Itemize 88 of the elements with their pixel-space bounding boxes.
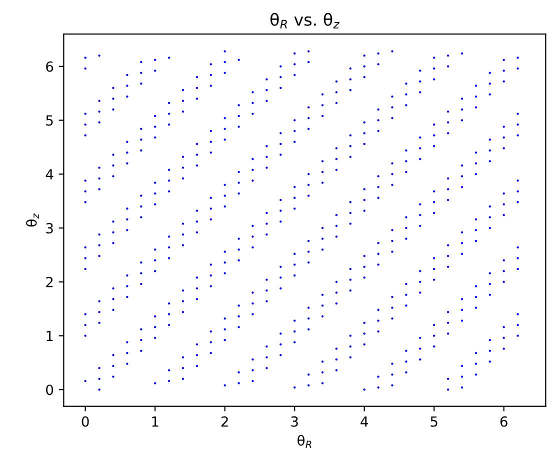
point [196,220,198,223]
y-tick-label: 1 [46,330,53,342]
x-tick-label: 2 [221,416,228,427]
point [432,67,436,70]
point [168,302,170,305]
point [432,345,436,348]
point [182,289,184,292]
y-tick-label: 3 [46,222,53,234]
point [168,380,170,382]
point [154,136,156,139]
point [182,88,184,92]
point [474,373,478,376]
point [321,170,324,174]
y-tick-label: 5 [46,115,53,126]
x-tick-label: 4 [360,416,368,427]
point [196,364,198,368]
point [460,364,464,368]
point [182,233,184,236]
point [182,310,184,314]
y-tick-label: 0 [46,384,54,396]
point [335,80,338,83]
point [168,123,170,126]
point [460,186,464,188]
point [474,151,478,154]
point [293,186,296,188]
point [321,114,324,118]
x-tick-label: 3 [291,416,298,427]
point [293,274,296,277]
point [182,177,184,180]
point [460,108,464,111]
point [293,386,296,389]
point [154,336,156,340]
point [321,248,324,251]
point [154,192,156,195]
point [168,102,170,104]
y-tick-label: 6 [46,61,54,72]
point [432,123,436,126]
point [474,240,478,242]
point [446,254,450,258]
point [196,86,198,90]
point [335,102,338,104]
point [154,248,156,251]
x-tick-label: 0 [82,416,89,427]
point [335,214,338,216]
point [293,52,296,55]
chart-title: θ$_{R}$ vs. θ$_{z}$ [270,12,340,28]
point [307,60,310,64]
point [168,179,170,182]
point [196,142,198,146]
point [182,366,184,370]
y-tick-label: 2 [46,276,53,288]
point [335,358,338,361]
point [321,304,324,307]
point [335,158,338,160]
point [307,317,310,320]
point [432,268,436,270]
point [168,324,170,326]
y-axis-title: θ$_{z}$ [26,213,39,227]
point [196,276,198,279]
x-tick-label: 6 [500,416,508,427]
point [307,261,310,264]
point [307,240,310,242]
point [474,296,478,298]
point [460,386,464,389]
point [460,164,464,167]
point [446,198,450,202]
point [460,52,464,55]
point [293,330,296,333]
point [474,95,478,98]
point [154,58,156,62]
point [460,242,464,244]
point [446,177,450,180]
point [432,324,436,326]
point [432,212,436,214]
x-tick-label: 5 [430,416,438,427]
point [335,302,338,305]
x-tick-label: 1 [152,416,158,427]
point [446,310,450,314]
point [293,130,296,132]
point [154,114,156,118]
point [446,121,450,124]
point [196,164,198,167]
point [307,373,310,376]
y-tick-label: 4 [46,169,54,180]
point [321,226,324,230]
point [474,352,478,354]
point [293,74,296,76]
x-axis-title: θ$_{R}$ [298,434,312,448]
